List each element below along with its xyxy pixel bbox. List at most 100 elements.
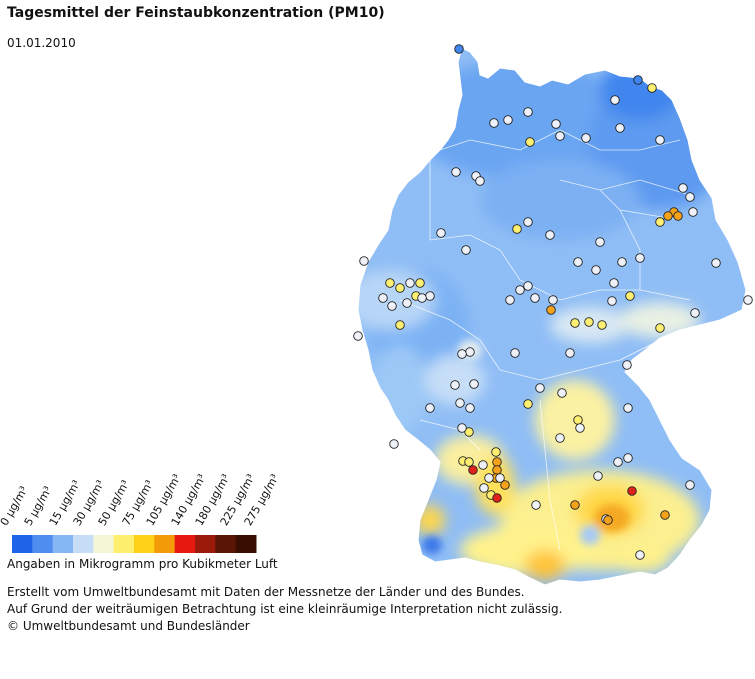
station-marker xyxy=(655,323,665,333)
legend-color-swatch xyxy=(134,535,155,553)
source-note: Erstellt vom Umweltbundesamt mit Daten d… xyxy=(7,584,562,635)
station-marker xyxy=(425,291,435,301)
station-marker xyxy=(503,115,513,125)
station-marker xyxy=(425,403,435,413)
station-marker xyxy=(387,301,397,311)
station-marker xyxy=(603,515,613,525)
station-marker xyxy=(555,131,565,141)
station-marker xyxy=(633,75,643,85)
station-marker xyxy=(478,460,488,470)
station-marker xyxy=(389,439,399,449)
station-marker xyxy=(464,427,474,437)
station-marker xyxy=(492,465,502,475)
station-marker xyxy=(660,510,670,520)
station-marker xyxy=(359,256,369,266)
legend-color-bar xyxy=(12,535,257,553)
station-marker xyxy=(573,257,583,267)
station-marker xyxy=(678,183,688,193)
station-marker xyxy=(417,293,427,303)
source-line-2: Auf Grund der weiträumigen Betrachtung i… xyxy=(7,602,563,616)
station-marker xyxy=(495,473,505,483)
source-line-1: Erstellt vom Umweltbundesamt mit Daten d… xyxy=(7,585,525,599)
legend-color-swatch xyxy=(195,535,216,553)
station-marker xyxy=(523,281,533,291)
legend-color-swatch xyxy=(93,535,115,553)
station-marker xyxy=(597,320,607,330)
station-marker xyxy=(464,457,474,467)
station-marker xyxy=(623,403,633,413)
station-marker xyxy=(591,265,601,275)
station-marker xyxy=(415,278,425,288)
station-marker xyxy=(523,399,533,409)
station-marker xyxy=(465,403,475,413)
station-marker xyxy=(647,83,657,93)
station-marker xyxy=(468,465,478,475)
station-marker xyxy=(479,483,489,493)
legend-color-swatch xyxy=(73,535,94,553)
station-marker xyxy=(451,167,461,177)
station-marker xyxy=(625,291,635,301)
station-marker xyxy=(505,295,515,305)
legend-color-swatch xyxy=(154,535,176,553)
station-marker xyxy=(663,211,673,221)
station-marker xyxy=(525,137,535,147)
legend-color-swatch xyxy=(113,535,135,553)
concentration-surface xyxy=(358,48,746,585)
station-marker xyxy=(353,331,363,341)
station-marker xyxy=(500,480,510,490)
station-marker xyxy=(378,293,388,303)
station-marker xyxy=(457,423,467,433)
station-marker xyxy=(450,380,460,390)
station-marker xyxy=(617,257,627,267)
station-marker xyxy=(510,348,520,358)
station-marker xyxy=(593,471,603,481)
station-marker xyxy=(465,347,475,357)
station-marker xyxy=(627,486,637,496)
station-marker xyxy=(690,308,700,318)
legend-color-swatch xyxy=(215,535,237,553)
map-date: 01.01.2010 xyxy=(7,36,76,50)
station-marker xyxy=(457,349,467,359)
station-marker xyxy=(492,457,502,467)
station-marker xyxy=(610,95,620,105)
station-marker xyxy=(402,298,412,308)
station-marker xyxy=(475,176,485,186)
station-marker xyxy=(512,224,522,234)
station-marker xyxy=(711,258,721,268)
station-marker xyxy=(489,118,499,128)
station-marker xyxy=(395,283,405,293)
legend-color-swatch xyxy=(32,535,54,553)
station-marker xyxy=(581,133,591,143)
station-marker xyxy=(655,217,665,227)
map-title: Tagesmittel der Feinstaubkonzentration (… xyxy=(7,5,385,21)
station-marker xyxy=(584,317,594,327)
station-marker xyxy=(461,245,471,255)
station-marker xyxy=(546,305,556,315)
station-marker xyxy=(454,44,464,54)
station-marker xyxy=(573,415,583,425)
legend-color-swatch xyxy=(12,535,33,553)
station-marker xyxy=(385,278,395,288)
station-marker xyxy=(615,123,625,133)
station-marker xyxy=(555,433,565,443)
legend-color-swatch xyxy=(52,535,74,553)
station-marker xyxy=(530,293,540,303)
station-marker xyxy=(622,360,632,370)
station-marker xyxy=(685,192,695,202)
legend-color-swatch xyxy=(235,535,257,553)
measurement-stations xyxy=(353,44,753,560)
station-marker xyxy=(595,237,605,247)
station-marker xyxy=(484,473,494,483)
station-marker xyxy=(685,480,695,490)
station-marker xyxy=(523,217,533,227)
station-marker xyxy=(515,285,525,295)
station-marker xyxy=(469,379,479,389)
station-marker xyxy=(635,550,645,560)
station-marker xyxy=(655,135,665,145)
station-marker xyxy=(436,228,446,238)
station-marker xyxy=(455,398,465,408)
station-marker xyxy=(395,320,405,330)
station-marker xyxy=(673,211,683,221)
station-marker xyxy=(557,388,567,398)
